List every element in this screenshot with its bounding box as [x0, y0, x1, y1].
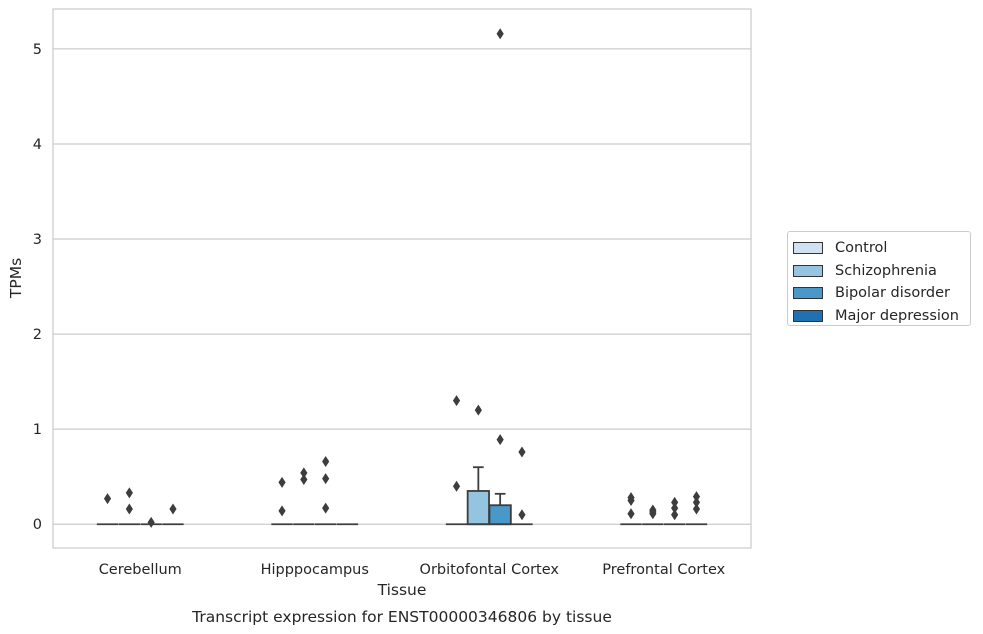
outlier-point: [147, 516, 155, 528]
outlier-point: [692, 491, 701, 503]
legend: Control Schizophrenia Bipolar disorder Majo…: [787, 231, 971, 326]
outlier-point: [496, 434, 504, 446]
box-2-1: [314, 455, 337, 526]
outlier-point: [671, 509, 679, 521]
box-1-1: [293, 467, 315, 526]
legend-swatch: [793, 264, 823, 277]
outlier-point: [169, 503, 177, 515]
plot-marks: [96, 28, 708, 528]
y-tick-label: 3: [33, 232, 42, 248]
box-3-3: [685, 491, 708, 526]
box-2-2: [488, 28, 512, 526]
legend-swatch: [793, 242, 823, 255]
outlier-point: [322, 502, 330, 514]
box-2-3: [663, 496, 686, 526]
outlier-point: [125, 487, 133, 499]
box-body: [466, 490, 490, 526]
y-tick-label: 2: [33, 327, 42, 343]
y-axis-label: TPMs: [7, 258, 25, 299]
y-tick-label: 0: [33, 517, 42, 533]
outlier-point: [300, 474, 308, 486]
outlier-point: [474, 404, 482, 416]
box-0-0: [96, 493, 119, 526]
box-3-2: [511, 446, 533, 526]
outlier-point: [518, 446, 526, 458]
y-tick-label: 5: [33, 42, 42, 58]
box-body: [488, 504, 512, 526]
outlier-point: [649, 508, 657, 520]
legend-label: Control: [835, 240, 888, 257]
y-tick-labels: 0 1 2 3 4 5: [33, 42, 42, 533]
box-1-3: [642, 504, 664, 526]
y-tick-label: 1: [33, 422, 42, 438]
box-3-0: [162, 503, 184, 526]
outlier-point: [671, 502, 679, 514]
outlier-point: [496, 28, 504, 40]
legend-label: Schizophrenia: [835, 262, 937, 279]
outlier-point: [103, 493, 112, 505]
outlier-point: [125, 503, 133, 515]
legend-label: Bipolar disorder: [835, 285, 950, 302]
gridlines: [53, 48, 751, 525]
outlier-point: [300, 467, 308, 479]
outlier-point: [452, 480, 461, 492]
outlier-point: [278, 505, 286, 517]
box-0-3: [620, 492, 642, 526]
y-tick-label: 4: [33, 137, 42, 153]
outlier-point: [278, 476, 286, 488]
legend-item: Control: [788, 237, 970, 260]
x-tick-label: Cerebellum: [99, 562, 182, 578]
box-2-0: [140, 516, 162, 528]
outlier-point: [627, 494, 635, 506]
box-1-2: [466, 404, 490, 526]
legend-item: Bipolar disorder: [788, 282, 970, 305]
outlier-point: [671, 496, 679, 508]
outlier-point: [692, 503, 701, 515]
x-tick-label: Orbitofontal Cortex: [420, 562, 560, 578]
x-tick-label: Hipppocampus: [261, 562, 369, 578]
legend-label: Major depression: [835, 307, 959, 324]
box-0-1: [271, 476, 293, 526]
x-axis-label: Tissue: [377, 581, 427, 599]
outlier-point: [322, 455, 330, 467]
x-tick-labels: Cerebellum Hipppocampus Orbitofontal Corte…: [99, 562, 726, 578]
legend-swatch: [793, 287, 823, 300]
outlier-point: [627, 508, 635, 520]
box-1-0: [118, 487, 141, 526]
outlier-point: [692, 496, 701, 508]
outlier-point: [518, 509, 526, 521]
plot-frame: [52, 8, 752, 549]
box-0-2: [445, 395, 468, 526]
outlier-point: [322, 473, 330, 485]
legend-swatch: [793, 309, 823, 322]
chart-title: Transcript expression for ENST0000034680…: [191, 608, 612, 626]
legend-item: Schizophrenia: [788, 260, 970, 283]
x-tick-label: Prefrontal Cortex: [602, 562, 725, 578]
outlier-point: [452, 395, 461, 407]
legend-item: Major depression: [788, 305, 970, 328]
